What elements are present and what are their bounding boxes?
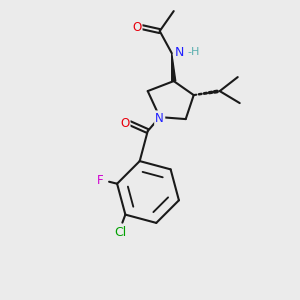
- Polygon shape: [172, 53, 176, 81]
- Text: O: O: [120, 117, 129, 130]
- Text: N: N: [175, 46, 184, 59]
- Text: O: O: [132, 21, 141, 34]
- Text: -H: -H: [188, 47, 200, 57]
- Text: N: N: [155, 112, 164, 124]
- Text: Cl: Cl: [114, 226, 127, 239]
- Text: F: F: [97, 174, 104, 187]
